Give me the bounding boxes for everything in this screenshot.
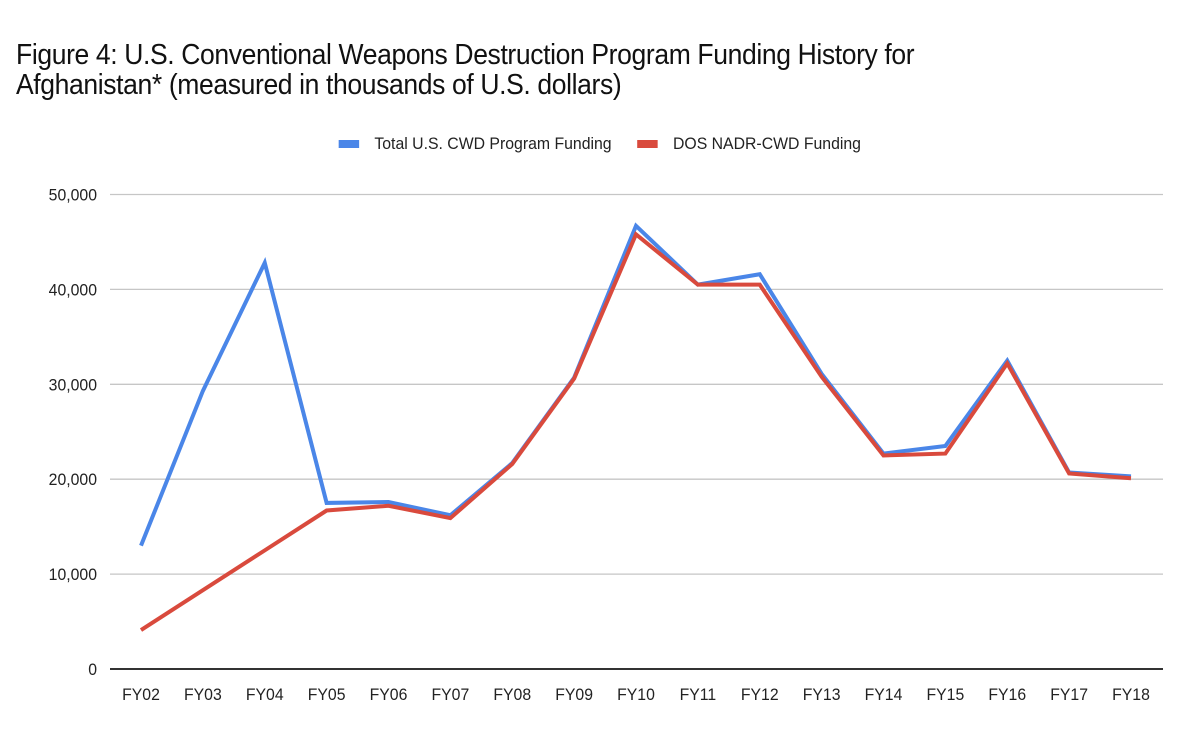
- gridlines: [110, 193, 1163, 670]
- x-tick-label: FY02: [122, 686, 160, 705]
- series-line-total-cwd[interactable]: [139, 222, 1132, 547]
- x-tick-label: FY18: [1112, 686, 1150, 705]
- x-tick-label: FY10: [617, 686, 655, 705]
- chart-title: Figure 4: U.S. Conventional Weapons Dest…: [16, 40, 1086, 100]
- chart-title-line-2: Afghanistan* (measured in thousands of U…: [16, 69, 622, 101]
- y-tick-label: 50,000: [49, 186, 97, 205]
- legend-label-dos: DOS NADR-CWD Funding: [672, 134, 861, 153]
- x-tick-label: FY09: [555, 686, 593, 705]
- y-tick-label: 10,000: [49, 566, 97, 585]
- legend-swatch-dos: [637, 140, 659, 148]
- y-axis-ticks: 0 10,000 20,000 30,000 40,000 50,000: [49, 186, 97, 679]
- x-tick-label: FY07: [431, 686, 469, 705]
- series-lines: [139, 222, 1132, 632]
- x-tick-label: FY16: [988, 686, 1026, 705]
- x-tick-label: FY13: [803, 686, 841, 705]
- x-tick-label: FY06: [370, 686, 408, 705]
- y-tick-label: 20,000: [49, 471, 97, 490]
- x-tick-label: FY05: [308, 686, 346, 705]
- x-axis-ticks: FY02 FY03 FY04 FY05 FY06 FY07 FY08 FY09 FY10 FY11…: [122, 686, 1150, 705]
- x-tick-label: FY11: [680, 686, 717, 705]
- legend-swatch-total: [339, 140, 360, 148]
- x-tick-label: FY04: [246, 686, 284, 705]
- y-tick-label: 0: [88, 661, 97, 680]
- chart-legend: Total U.S. CWD Program Funding DOS NADR-…: [42, 134, 1158, 154]
- x-tick-label: FY08: [493, 686, 531, 705]
- x-tick-label: FY15: [926, 686, 964, 705]
- y-tick-label: 40,000: [49, 281, 97, 300]
- legend-item-dos[interactable]: DOS NADR-CWD Funding: [637, 134, 861, 154]
- x-tick-label: FY12: [741, 686, 779, 705]
- x-tick-label: FY17: [1050, 686, 1088, 705]
- series-line-dos-nadr-cwd[interactable]: [139, 231, 1132, 632]
- x-tick-label: FY14: [865, 686, 903, 705]
- legend-item-total[interactable]: Total U.S. CWD Program Funding: [339, 134, 612, 154]
- y-tick-label: 30,000: [49, 376, 97, 395]
- legend-label-total: Total U.S. CWD Program Funding: [374, 134, 612, 153]
- chart-title-line-1: Figure 4: U.S. Conventional Weapons Dest…: [16, 39, 915, 71]
- x-tick-label: FY03: [184, 686, 222, 705]
